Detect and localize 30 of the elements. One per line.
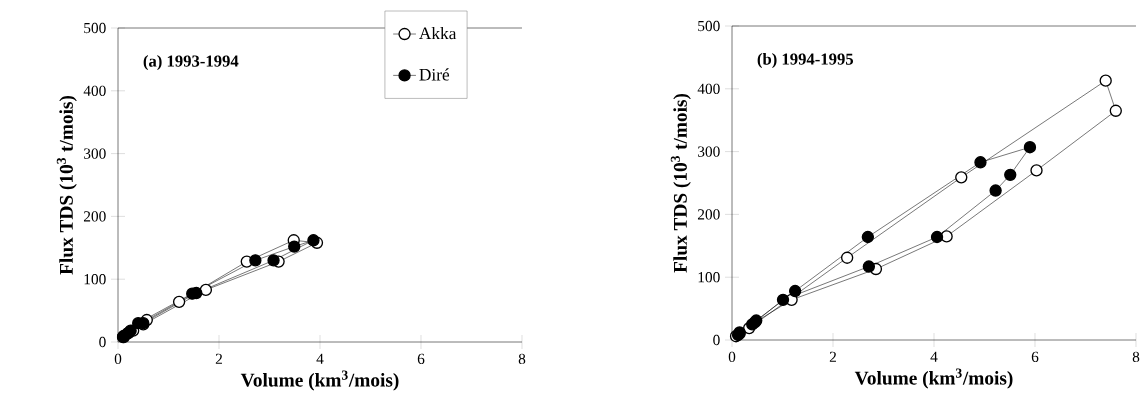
x-tick-label: 4 [316, 353, 324, 364]
y-tick-label: 200 [697, 209, 720, 220]
x-tick-label: 2 [215, 353, 222, 364]
x-tick-label: 2 [829, 351, 836, 362]
y-axis-title: Flux TDS (10$^{3}$ t/mois) [670, 93, 691, 273]
x-tick-label: 6 [417, 353, 425, 365]
y-tick-label: 500 [698, 20, 720, 32]
x-tick-label: 6 [1031, 351, 1039, 363]
x-tick-label: 0 [114, 353, 122, 365]
y-axis-title: Flux TDS (10$^{3}$ t/mois) [56, 95, 77, 275]
y-tick-label: 400 [83, 85, 106, 96]
y-tick-label: 200 [83, 211, 106, 222]
y-tick-label: 100 [84, 274, 106, 285]
x-axis-title: Volume (km$^{3}$/mois) [240, 370, 399, 391]
x-axis-title: Volume (km$^{3}$/mois) [854, 368, 1013, 389]
x-tick-label: 4 [930, 351, 938, 362]
y-tick-label: 0 [99, 336, 106, 348]
text: (a) 1993-1994 [143, 54, 239, 71]
y-tick-label: 400 [697, 83, 720, 94]
y-tick-label: 0 [713, 334, 720, 346]
y-tick-label: 300 [698, 146, 720, 157]
text: (b) 1994-1995 [757, 52, 854, 69]
y-tick-label: 300 [84, 148, 106, 159]
legend-label: Diré [419, 68, 450, 81]
x-tick-label: 8 [518, 353, 526, 365]
y-tick-label: 100 [698, 272, 720, 283]
legend-label: Akka [419, 27, 457, 40]
x-tick-label: 8 [1132, 351, 1140, 363]
x-tick-label: 0 [728, 351, 736, 363]
y-tick-label: 500 [84, 22, 106, 34]
